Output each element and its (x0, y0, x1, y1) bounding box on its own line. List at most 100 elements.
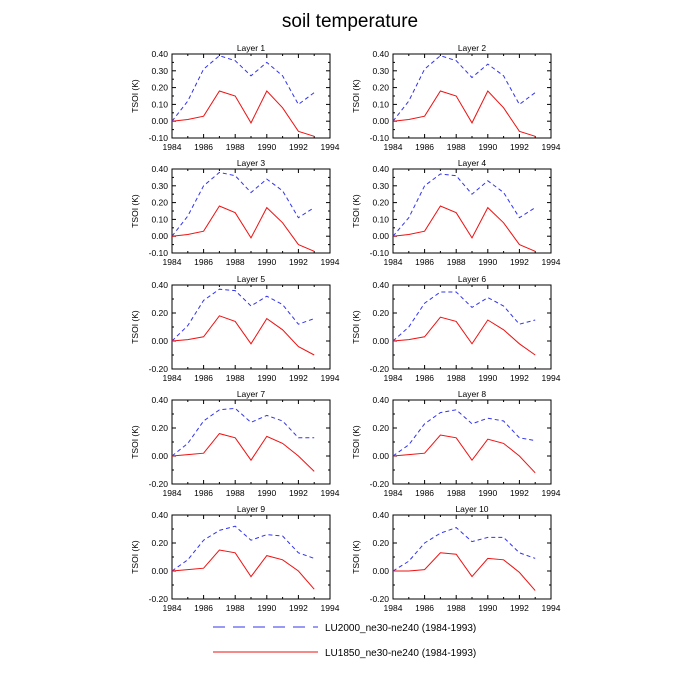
y-axis-label: TSOI (K) (351, 540, 361, 574)
legend-lu1850-label: LU1850_ne30-ne240 (1984-1993) (325, 648, 476, 659)
x-tick-label: 1992 (510, 142, 529, 152)
y-axis-label: TSOI (K) (130, 310, 140, 344)
series-line-lu1850 (171, 315, 315, 356)
x-tick-label: 1994 (542, 373, 561, 383)
panel-layer-6: Layer 6 TSOI (K) 1984 1986 1988 1990 1992 1994 -… (351, 274, 561, 383)
series-line-lu2000 (171, 288, 315, 342)
x-tick-label: 1990 (257, 488, 276, 498)
y-tick-label: -0.10 (149, 248, 169, 258)
panel-title: Layer 4 (458, 158, 487, 168)
x-tick-label: 1990 (257, 373, 276, 383)
x-tick-label: 1994 (321, 603, 340, 613)
x-tick-label: 1992 (289, 488, 308, 498)
y-tick-label: 0.20 (151, 198, 168, 208)
panel-title: Layer 10 (455, 504, 488, 514)
y-tick-label: -0.10 (370, 248, 390, 258)
x-tick-label: 1990 (257, 603, 276, 613)
x-tick-label: 1986 (415, 603, 434, 613)
y-tick-label: 0.20 (372, 83, 389, 93)
x-tick-label: 1988 (226, 257, 245, 267)
panel-title: Layer 7 (237, 389, 266, 399)
y-tick-label: -0.20 (149, 479, 169, 489)
y-tick-label: 0.00 (372, 336, 389, 346)
x-tick-label: 1984 (163, 257, 182, 267)
plot-frame (171, 53, 331, 139)
series-line-lu1850 (171, 549, 315, 590)
x-tick-label: 1990 (478, 488, 497, 498)
x-tick-label: 1994 (542, 142, 561, 152)
y-tick-label: 0.40 (372, 280, 389, 290)
x-tick-label: 1986 (415, 373, 434, 383)
x-tick-label: 1992 (510, 373, 529, 383)
y-tick-label: -0.20 (370, 479, 390, 489)
y-tick-label: -0.20 (370, 364, 390, 374)
x-tick-label: 1994 (321, 488, 340, 498)
y-tick-label: 0.30 (151, 66, 168, 76)
x-tick-label: 1990 (478, 142, 497, 152)
legend: LU2000_ne30-ne240 (1984-1993) LU1850_ne3… (213, 623, 476, 659)
y-tick-label: 0.40 (151, 280, 168, 290)
figure-title: soil temperature (282, 11, 418, 32)
x-tick-label: 1994 (542, 488, 561, 498)
panel-layer-2: Layer 2 TSOI (K) 1984 1986 1988 1990 1992 1994 -… (351, 43, 561, 152)
x-tick-label: 1994 (321, 257, 340, 267)
y-tick-label: 0.40 (151, 164, 168, 174)
y-tick-label: -0.20 (149, 364, 169, 374)
x-tick-label: 1992 (289, 142, 308, 152)
panel-title: Layer 6 (458, 274, 487, 284)
series-line-lu2000 (171, 525, 315, 572)
x-tick-label: 1994 (321, 373, 340, 383)
y-tick-label: 0.20 (372, 198, 389, 208)
panel-title: Layer 1 (237, 43, 266, 53)
y-tick-label: 0.00 (372, 451, 389, 461)
x-tick-label: 1984 (384, 257, 403, 267)
x-tick-label: 1984 (163, 373, 182, 383)
y-tick-label: -0.20 (370, 594, 390, 604)
y-tick-label: 0.00 (372, 231, 389, 241)
x-tick-label: 1994 (542, 603, 561, 613)
x-tick-label: 1988 (226, 142, 245, 152)
panel-layer-9: Layer 9 TSOI (K) 1984 1986 1988 1990 1992 1994 -… (130, 504, 340, 613)
y-tick-label: 0.40 (372, 395, 389, 405)
y-axis-label: TSOI (K) (130, 425, 140, 459)
panel-layer-7: Layer 7 TSOI (K) 1984 1986 1988 1990 1992 1994 -… (130, 389, 340, 498)
x-tick-label: 1988 (226, 373, 245, 383)
y-tick-label: 0.10 (151, 99, 168, 109)
x-tick-label: 1992 (289, 603, 308, 613)
panel-title: Layer 8 (458, 389, 487, 399)
y-tick-label: 0.20 (372, 308, 389, 318)
x-tick-label: 1986 (194, 142, 213, 152)
y-tick-label: 0.40 (151, 49, 168, 59)
y-axis-label: TSOI (K) (351, 310, 361, 344)
x-tick-label: 1992 (510, 603, 529, 613)
x-tick-label: 1984 (384, 603, 403, 613)
y-tick-label: -0.10 (370, 133, 390, 143)
x-tick-label: 1992 (289, 257, 308, 267)
x-tick-label: 1984 (163, 603, 182, 613)
y-tick-label: 0.20 (372, 423, 389, 433)
x-tick-label: 1988 (447, 373, 466, 383)
y-tick-label: 0.20 (151, 538, 168, 548)
x-tick-label: 1986 (194, 603, 213, 613)
panel-layer-3: Layer 3 TSOI (K) 1984 1986 1988 1990 1992 1994 -… (130, 158, 340, 267)
y-tick-label: -0.10 (149, 133, 169, 143)
series-line-lu1850 (171, 205, 315, 252)
series-line-lu1850 (392, 90, 536, 137)
y-axis-label: TSOI (K) (351, 79, 361, 113)
y-tick-label: 0.00 (151, 336, 168, 346)
series-line-lu2000 (171, 55, 315, 122)
x-tick-label: 1990 (257, 142, 276, 152)
y-tick-label: 0.00 (151, 451, 168, 461)
series-line-lu2000 (171, 407, 315, 457)
x-tick-label: 1992 (289, 373, 308, 383)
plot-frame (392, 168, 552, 254)
series-line-lu1850 (392, 316, 536, 356)
panels-grid: Layer 1 TSOI (K) 1984 1986 1988 1990 1992 1994 -… (130, 43, 561, 613)
y-tick-label: 0.40 (151, 510, 168, 520)
series-line-lu2000 (171, 171, 315, 237)
y-tick-label: 0.00 (151, 116, 168, 126)
panel-layer-8: Layer 8 TSOI (K) 1984 1986 1988 1990 1992 1994 -… (351, 389, 561, 498)
plot-frame (392, 399, 552, 485)
x-tick-label: 1990 (478, 257, 497, 267)
